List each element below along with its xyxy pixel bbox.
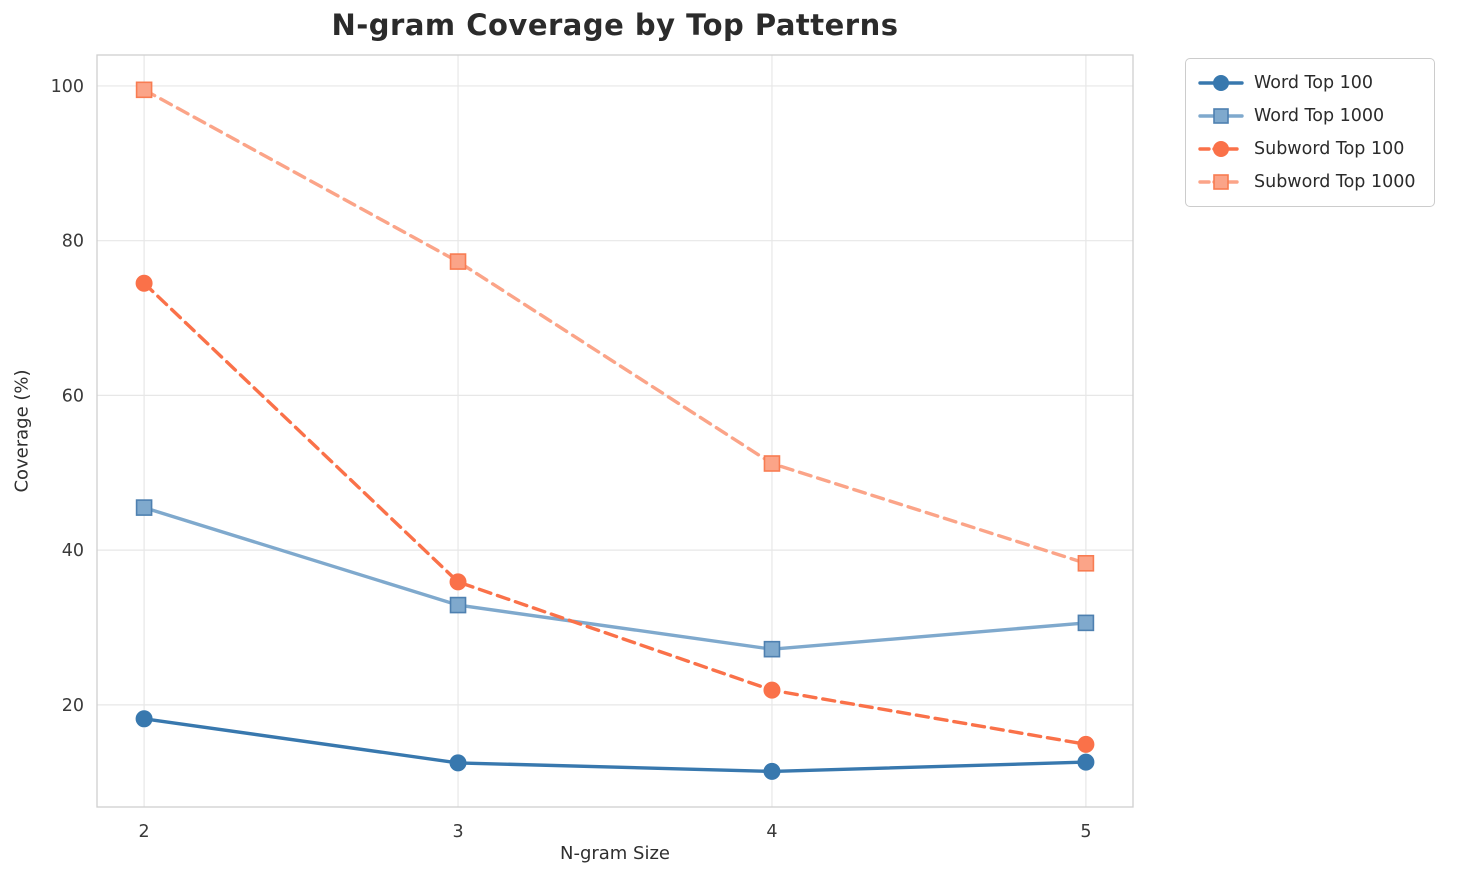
data-point-marker — [1077, 554, 1095, 572]
x-tick-label: 3 — [452, 822, 463, 842]
data-point-marker — [763, 640, 781, 658]
x-tick-label: 2 — [139, 822, 150, 842]
legend-item: Subword Top 100 — [1198, 135, 1416, 163]
legend-marker-circle — [1213, 141, 1229, 157]
legend-line-sample — [1198, 141, 1244, 157]
data-point-marker — [763, 681, 781, 699]
y-tick-label: 20 — [62, 696, 84, 716]
legend-line-sample — [1198, 108, 1244, 124]
legend-label: Word Top 1000 — [1254, 106, 1385, 126]
legend-marker-square — [1213, 174, 1229, 190]
data-point-marker — [135, 710, 153, 728]
data-point-marker — [1077, 735, 1095, 753]
data-point-marker — [135, 274, 153, 292]
legend-item: Word Top 100 — [1198, 69, 1416, 97]
legend-label: Word Top 100 — [1254, 73, 1374, 93]
y-tick-label: 40 — [62, 541, 84, 561]
y-axis-label: Coverage (%) — [11, 369, 33, 493]
series-line — [142, 281, 1088, 746]
data-point-marker — [135, 499, 153, 516]
x-axis-label: N-gram Size — [559, 843, 671, 864]
data-point-marker — [135, 81, 153, 99]
legend-line-sample — [1198, 174, 1244, 190]
data-point-marker — [449, 754, 467, 772]
data-point-marker — [763, 762, 781, 780]
x-tick-label: 4 — [766, 822, 777, 842]
y-tick-label: 100 — [51, 77, 84, 97]
legend-label: Subword Top 100 — [1254, 139, 1405, 159]
data-point-marker — [449, 573, 467, 591]
series-line — [142, 88, 1088, 565]
legend-marker-circle — [1213, 75, 1229, 91]
plot-border — [96, 54, 1134, 808]
legend-marker-square — [1213, 108, 1229, 124]
legend-item: Subword Top 1000 — [1198, 168, 1416, 196]
legend: Word Top 100 Word Top 1000 Subword Top 100… — [1185, 58, 1435, 207]
data-point-marker — [1077, 614, 1095, 632]
legend-item: Word Top 1000 — [1198, 102, 1416, 130]
series-line — [142, 717, 1088, 774]
y-tick-label: 60 — [62, 386, 84, 406]
data-point-marker — [1077, 753, 1095, 771]
y-tick-label: 80 — [62, 232, 84, 252]
legend-label: Subword Top 1000 — [1254, 172, 1416, 192]
data-point-marker — [763, 455, 781, 472]
legend-line-sample — [1198, 75, 1244, 91]
data-point-marker — [449, 253, 467, 270]
data-point-marker — [449, 596, 467, 614]
series-line — [142, 505, 1088, 651]
chart-title: N-gram Coverage by Top Patterns — [331, 8, 899, 42]
x-tick-label: 5 — [1080, 822, 1091, 842]
